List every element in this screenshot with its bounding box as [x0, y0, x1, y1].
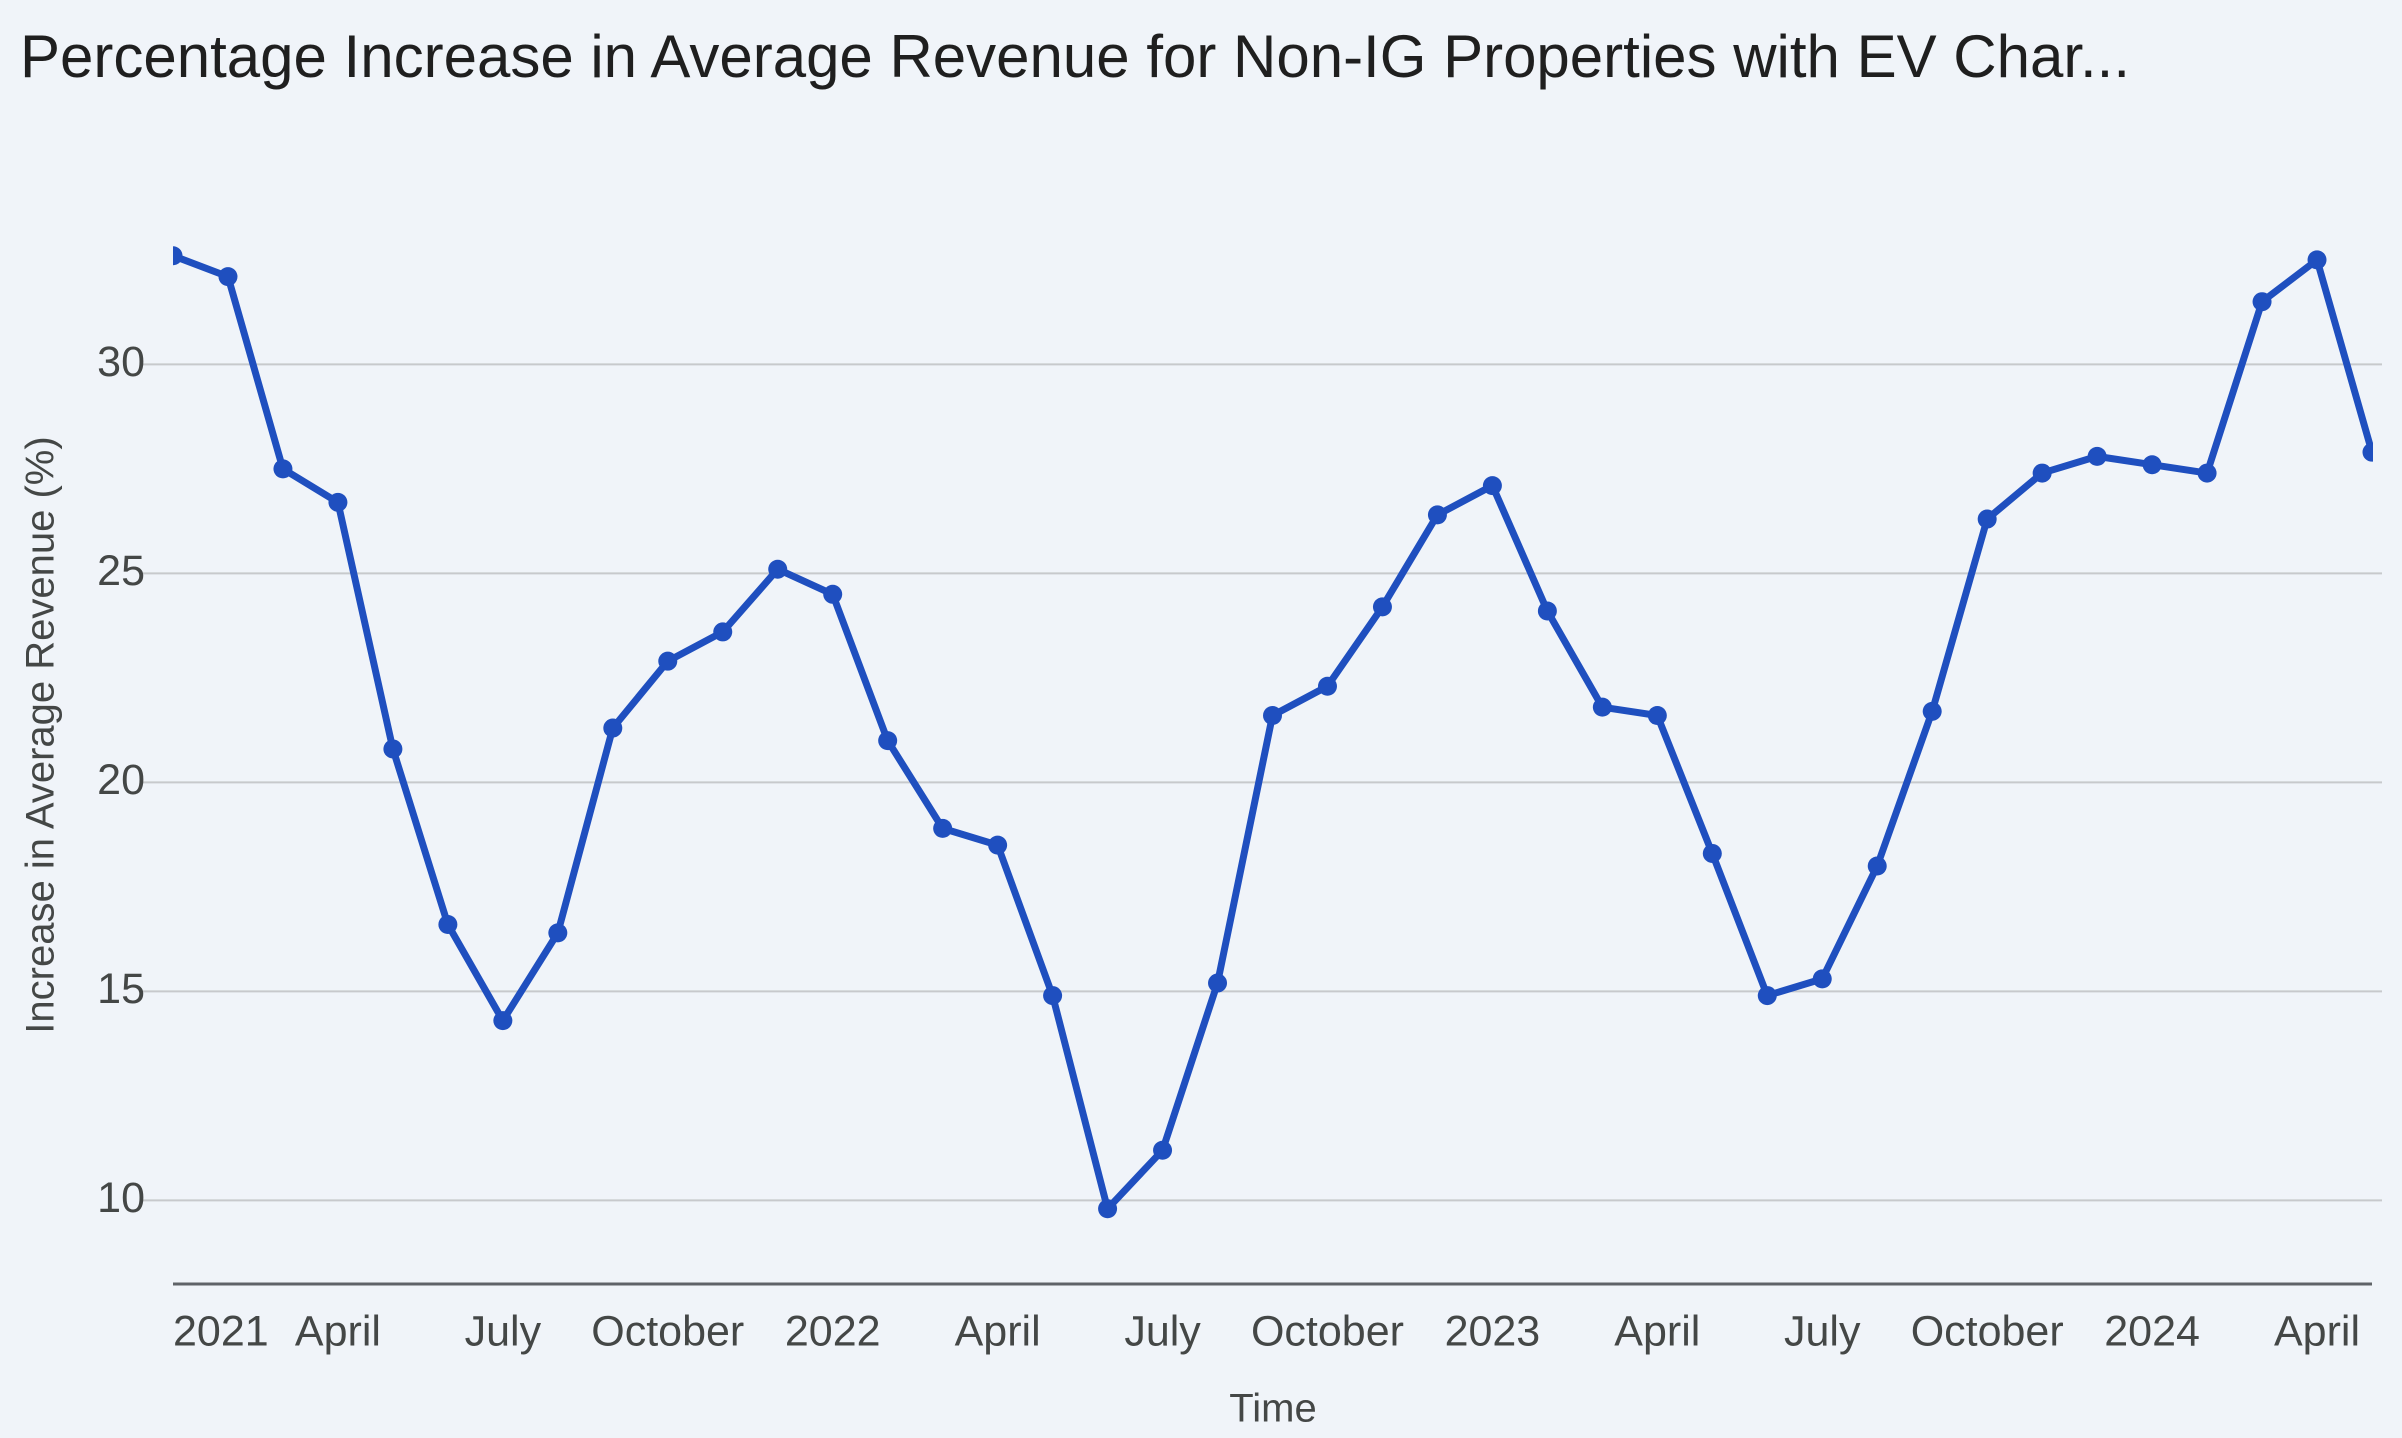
data-point — [933, 818, 953, 838]
data-point — [2252, 292, 2272, 312]
data-line — [173, 252, 2373, 1213]
x-tick-label: July — [1124, 1307, 1201, 1355]
x-tick-label: 2022 — [785, 1307, 881, 1355]
x-tick-label: April — [295, 1307, 381, 1355]
data-point — [603, 718, 623, 738]
data-point — [1592, 697, 1612, 717]
data-point — [2197, 463, 2217, 483]
data-point — [2307, 250, 2327, 270]
data-point — [1317, 676, 1337, 696]
x-tick-label: October — [591, 1307, 744, 1355]
plot-area — [173, 246, 2373, 1219]
data-point — [658, 651, 678, 671]
y-tick-label: 10 — [97, 1174, 145, 1222]
data-point — [2087, 446, 2107, 466]
data-point — [218, 267, 238, 287]
data-point — [383, 739, 403, 759]
data-point — [1208, 973, 1228, 993]
y-tick-label: 20 — [97, 756, 145, 804]
data-point — [1812, 969, 1832, 989]
y-axis-title: Increase in Average Revenue (%) — [19, 436, 63, 1033]
x-tick-label: 2023 — [1445, 1307, 1541, 1355]
data-point — [173, 246, 183, 266]
x-tick-label: April — [2274, 1307, 2360, 1355]
x-tick-label: October — [1911, 1307, 2064, 1355]
data-point — [1263, 706, 1282, 726]
data-point — [1977, 509, 1997, 529]
chart-title: Percentage Increase in Average Revenue f… — [20, 23, 2130, 90]
x-tick-label: July — [1784, 1307, 1861, 1355]
data-point — [438, 915, 458, 935]
data-point — [1372, 597, 1392, 617]
x-axis-title: Time — [1229, 1387, 1316, 1431]
data-point — [713, 622, 733, 642]
data-point — [1427, 505, 1447, 525]
x-tick-label: 2024 — [2104, 1307, 2200, 1355]
x-tick-label: October — [1251, 1307, 1404, 1355]
data-point — [1537, 601, 1557, 621]
y-tick-label: 30 — [97, 338, 145, 386]
data-point — [2142, 455, 2162, 475]
data-point — [878, 731, 898, 751]
data-point — [493, 1011, 513, 1031]
data-point — [1043, 986, 1063, 1006]
data-point — [1647, 706, 1667, 726]
data-point — [823, 584, 843, 604]
data-point — [273, 459, 293, 479]
data-point — [1702, 843, 1722, 863]
data-point — [1482, 476, 1502, 496]
y-tick-label: 25 — [97, 547, 145, 595]
data-point — [2362, 442, 2373, 462]
y-tick-label: 15 — [97, 965, 145, 1013]
data-point — [548, 923, 568, 943]
data-point — [328, 492, 348, 512]
data-point — [1153, 1140, 1173, 1160]
data-point — [1098, 1199, 1118, 1219]
data-point — [2032, 463, 2052, 483]
x-tick-label: April — [955, 1307, 1041, 1355]
x-tick-label: July — [465, 1307, 542, 1355]
data-point — [1757, 986, 1777, 1006]
x-tick-label: April — [1614, 1307, 1700, 1355]
data-point — [988, 835, 1008, 855]
data-point — [1922, 701, 1942, 721]
x-tick-label: 2021 — [173, 1307, 269, 1355]
data-point — [1867, 856, 1887, 876]
data-point — [768, 559, 788, 579]
